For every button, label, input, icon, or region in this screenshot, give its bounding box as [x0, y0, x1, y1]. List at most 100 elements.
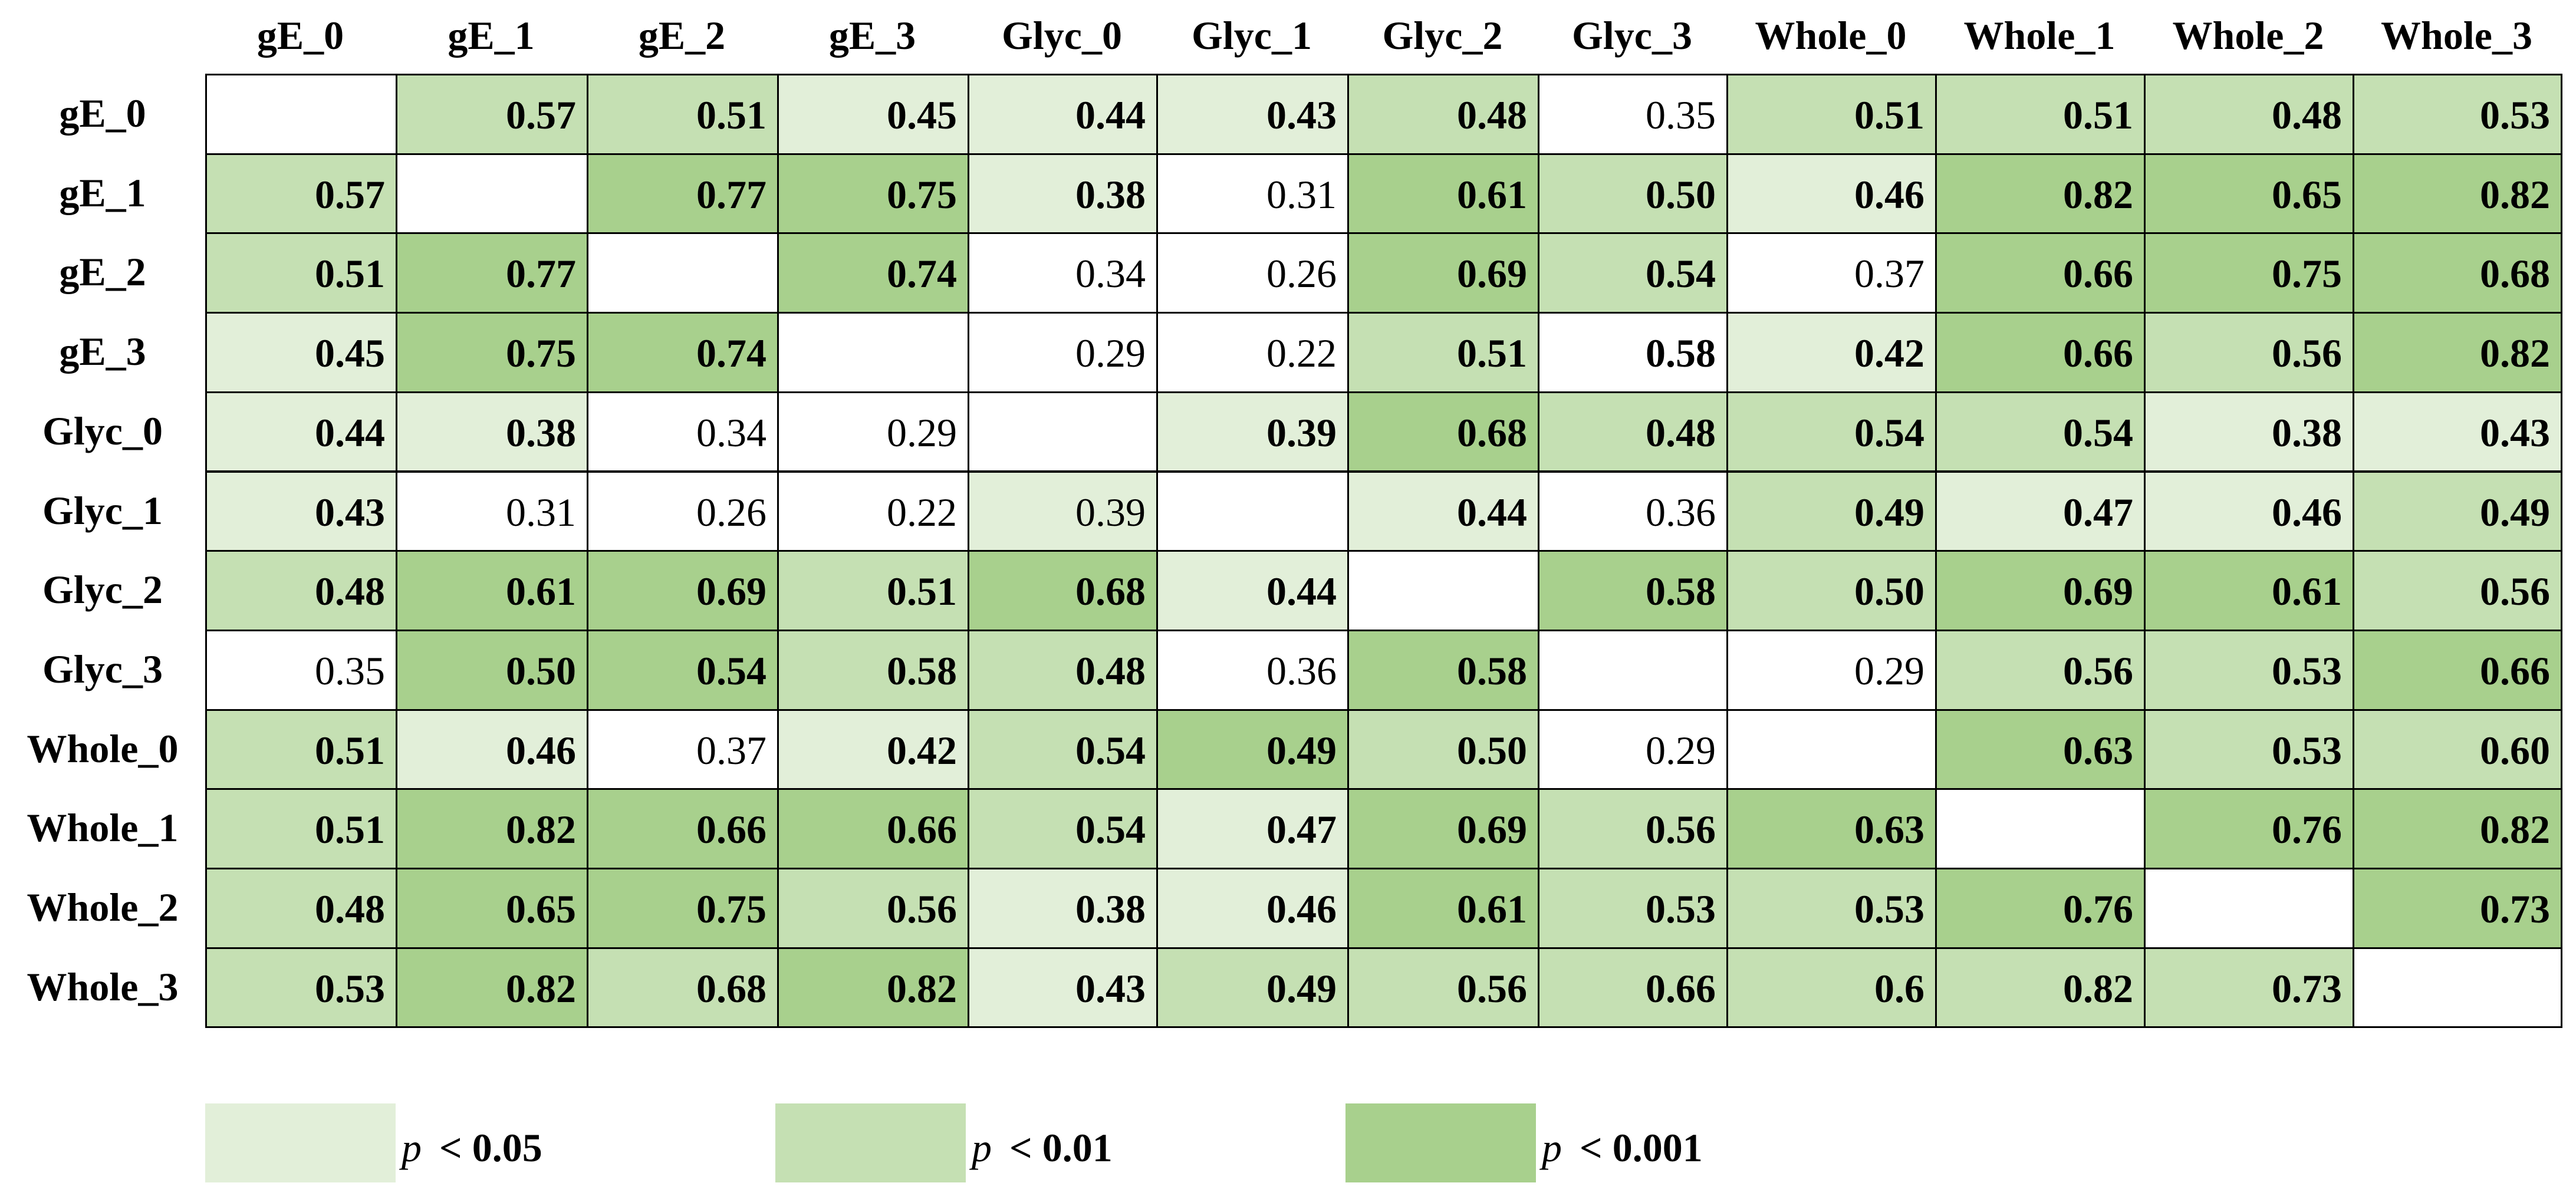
diagonal-cell: [1156, 470, 1349, 552]
table-cell: 0.38: [968, 868, 1158, 949]
diagonal-cell: [2144, 868, 2354, 949]
row-label: Whole_0: [27, 726, 179, 771]
table-cell: 0.46: [1156, 868, 1349, 949]
column-header: Glyc_2: [1382, 13, 1503, 58]
column-header: gE_3: [828, 13, 916, 58]
table-cell: 0.44: [1347, 470, 1539, 552]
column-header: Glyc_1: [1192, 13, 1312, 58]
row-label: Glyc_1: [42, 487, 163, 533]
table-cell: 0.29: [777, 391, 969, 473]
table-cell: 0.58: [1347, 629, 1539, 711]
table-cell: 0.65: [396, 868, 588, 949]
table-cell: 0.56: [1347, 947, 1539, 1029]
table-cell: 0.58: [1538, 312, 1728, 393]
table-cell: 0.47: [1156, 788, 1349, 869]
table-cell: 0.75: [777, 153, 969, 235]
table-cell: 0.69: [1347, 232, 1539, 314]
table-cell: 0.29: [1726, 629, 1937, 711]
column-header: gE_2: [638, 13, 726, 58]
row-label: gE_0: [59, 91, 146, 136]
diagonal-cell: [587, 232, 779, 314]
table-cell: 0.37: [1726, 232, 1937, 314]
table-cell: 0.39: [968, 470, 1158, 552]
table-cell: 0.26: [587, 470, 779, 552]
table-cell: 0.29: [968, 312, 1158, 393]
diagonal-cell: [205, 74, 397, 155]
table-cell: 0.51: [205, 788, 397, 869]
table-cell: 0.53: [1538, 868, 1728, 949]
table-cell: 0.76: [2144, 788, 2354, 869]
table-cell: 0.61: [1347, 153, 1539, 235]
row-label: Whole_2: [27, 885, 179, 930]
table-cell: 0.77: [587, 153, 779, 235]
table-cell: 0.75: [587, 868, 779, 949]
table-cell: 0.50: [396, 629, 588, 711]
table-cell: 0.73: [2144, 947, 2354, 1029]
table-cell: 0.54: [1726, 391, 1937, 473]
table-cell: 0.54: [968, 788, 1158, 869]
table-cell: 0.82: [1935, 153, 2146, 235]
table-cell: 0.75: [2144, 232, 2354, 314]
table-cell: 0.66: [587, 788, 779, 869]
table-cell: 0.45: [205, 312, 397, 393]
table-cell: 0.69: [1935, 550, 2146, 631]
table-cell: 0.51: [587, 74, 779, 155]
table-cell: 0.82: [777, 947, 969, 1029]
table-cell: 0.56: [1538, 788, 1728, 869]
table-cell: 0.50: [1726, 550, 1937, 631]
legend-threshold: < 0.01: [1009, 1125, 1113, 1170]
table-cell: 0.54: [587, 629, 779, 711]
table-cell: 0.49: [1726, 470, 1937, 552]
table-cell: 0.51: [1726, 74, 1937, 155]
legend-threshold: < 0.001: [1580, 1125, 1703, 1170]
table-cell: 0.68: [1347, 391, 1539, 473]
table-cell: 0.53: [1726, 868, 1937, 949]
legend-label: p < 0.001: [1542, 1103, 1703, 1182]
row-label: gE_3: [59, 329, 146, 374]
table-cell: 0.82: [396, 788, 588, 869]
table-cell: 0.66: [777, 788, 969, 869]
diagonal-cell: [2353, 947, 2562, 1029]
table-cell: 0.76: [1935, 868, 2146, 949]
table-cell: 0.49: [2353, 470, 2562, 552]
table-cell: 0.74: [777, 232, 969, 314]
table-cell: 0.53: [2144, 709, 2354, 790]
table-cell: 0.31: [396, 470, 588, 552]
column-header: gE_0: [256, 13, 344, 58]
table-cell: 0.63: [1935, 709, 2146, 790]
table-cell: 0.50: [1347, 709, 1539, 790]
table-cell: 0.26: [1156, 232, 1349, 314]
legend-label: p < 0.01: [972, 1103, 1113, 1182]
table-cell: 0.49: [1156, 947, 1349, 1029]
table-cell: 0.42: [777, 709, 969, 790]
table-cell: 0.54: [1538, 232, 1728, 314]
legend-swatch: [775, 1103, 966, 1182]
column-header: gE_1: [448, 13, 535, 58]
table-cell: 0.22: [777, 470, 969, 552]
table-cell: 0.82: [2353, 788, 2562, 869]
table-cell: 0.42: [1726, 312, 1937, 393]
table-cell: 0.44: [205, 391, 397, 473]
table-cell: 0.54: [1935, 391, 2146, 473]
table-cell: 0.51: [205, 232, 397, 314]
table-cell: 0.56: [2353, 550, 2562, 631]
table-cell: 0.58: [777, 629, 969, 711]
table-cell: 0.44: [968, 74, 1158, 155]
table-cell: 0.63: [1726, 788, 1937, 869]
diagonal-cell: [1347, 550, 1539, 631]
table-cell: 0.47: [1935, 470, 2146, 552]
table-cell: 0.46: [2144, 470, 2354, 552]
table-cell: 0.31: [1156, 153, 1349, 235]
table-cell: 0.34: [587, 391, 779, 473]
table-cell: 0.48: [1538, 391, 1728, 473]
legend-swatch: [1345, 1103, 1536, 1182]
diagonal-cell: [1726, 709, 1937, 790]
table-cell: 0.73: [2353, 868, 2562, 949]
diagonal-cell: [777, 312, 969, 393]
table-cell: 0.46: [396, 709, 588, 790]
table-cell: 0.65: [2144, 153, 2354, 235]
row-label: gE_2: [59, 249, 146, 295]
column-header: Whole_3: [2381, 13, 2532, 58]
table-cell: 0.75: [396, 312, 588, 393]
table-cell: 0.22: [1156, 312, 1349, 393]
